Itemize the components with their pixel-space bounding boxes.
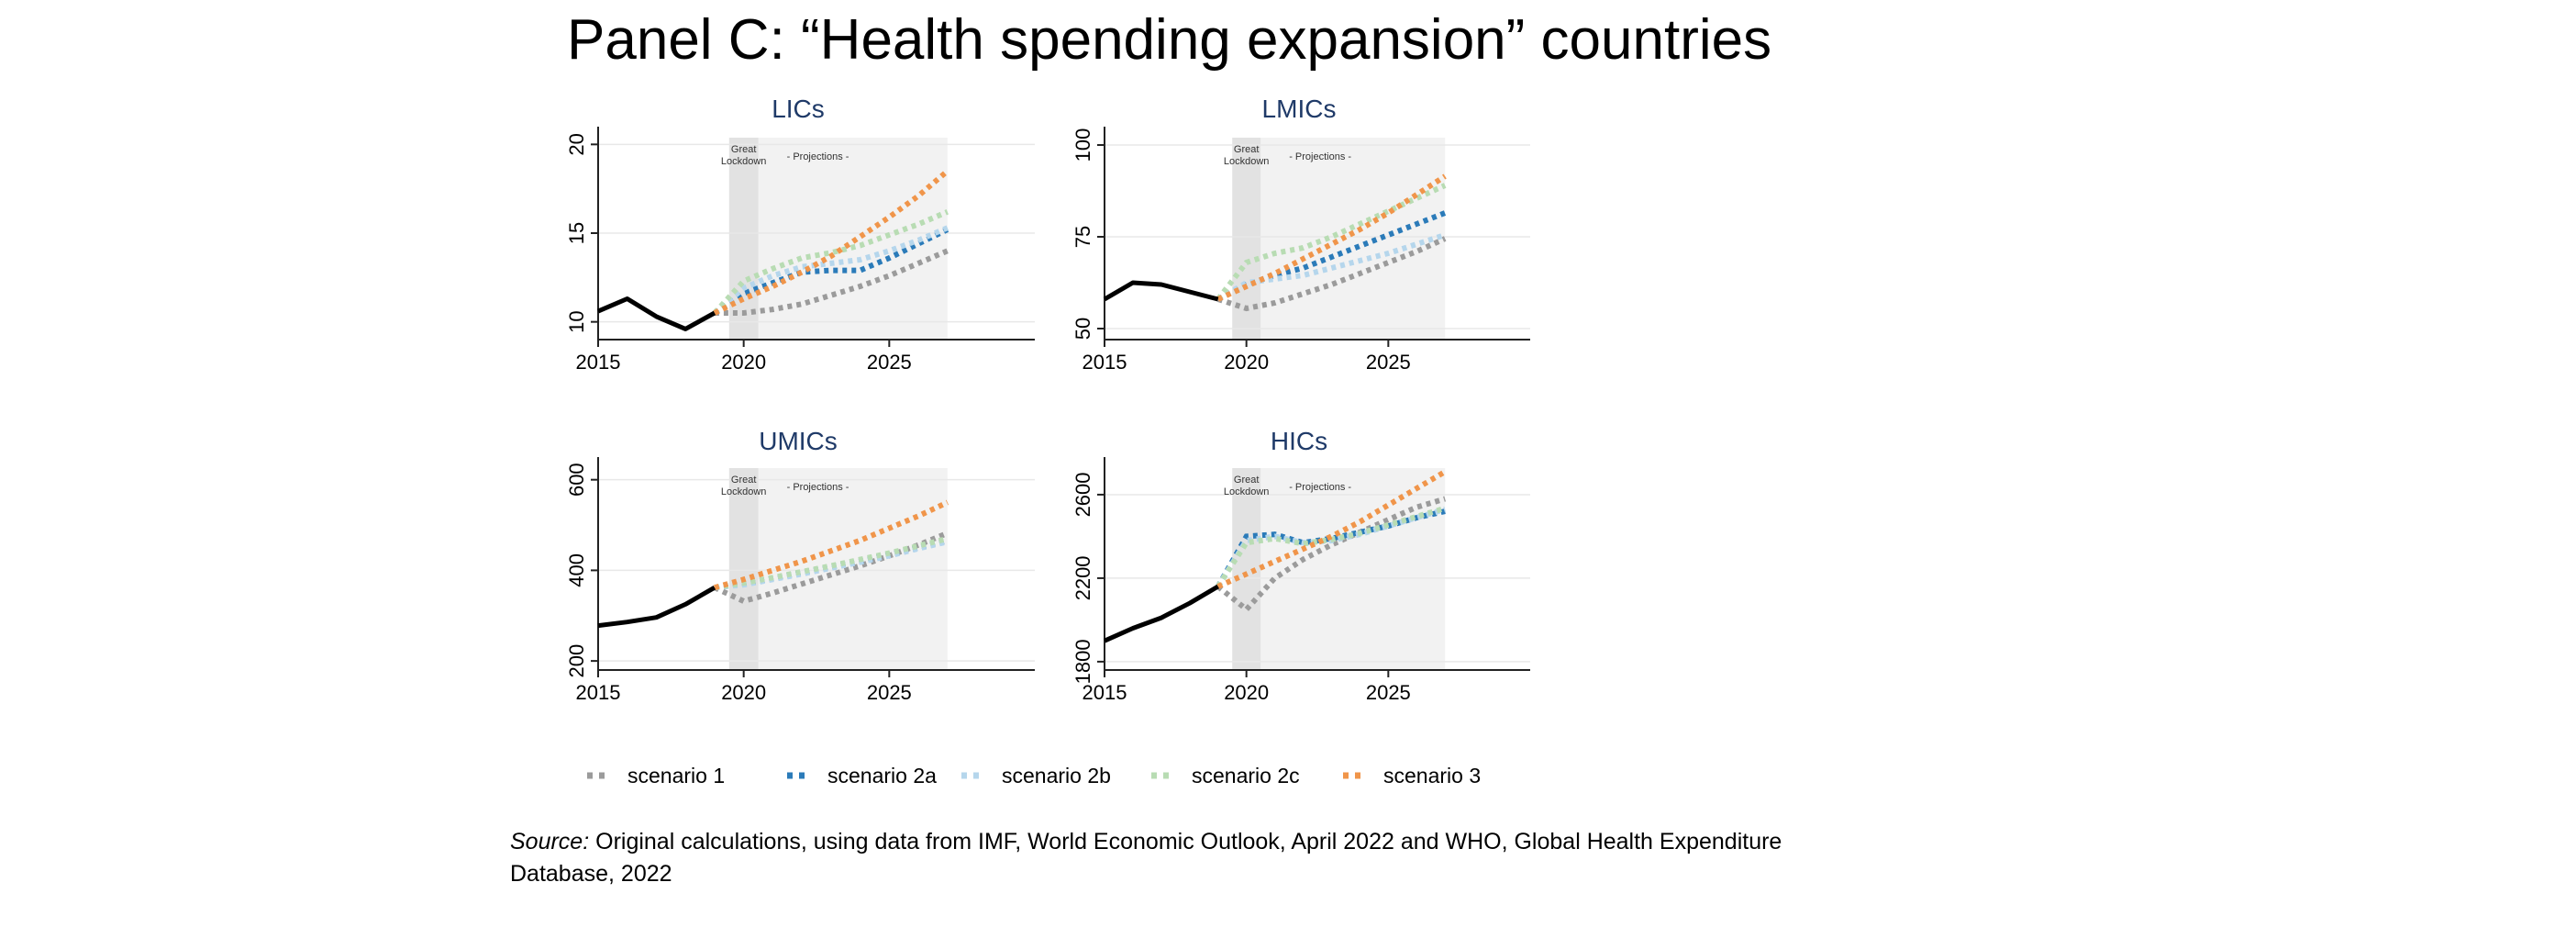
y-tick-label: 2600: [1071, 472, 1094, 517]
projections-label: - Projections -: [1289, 482, 1351, 493]
legend-label: scenario 2a: [827, 764, 937, 787]
y-tick-label: 400: [565, 553, 588, 587]
lockdown-label-2: Lockdown: [721, 156, 767, 167]
series-scenario-2b: [712, 225, 949, 316]
legend-label: scenario 2b: [1002, 764, 1111, 787]
legend: scenario 1 scenario 2a scenario 2b scenario…: [587, 764, 1481, 787]
projections-label: - Projections -: [787, 151, 849, 162]
lockdown-label-2: Lockdown: [721, 486, 767, 497]
lockdown-label-1: Great: [731, 475, 757, 486]
x-tick-label: 2020: [1224, 681, 1269, 704]
source-text: Original calculations, using data from I…: [510, 829, 1782, 887]
panel-title-hics: HICs: [1271, 427, 1327, 455]
x-tick-label: 2025: [867, 351, 912, 374]
series-scenario-3: [714, 499, 949, 591]
series-scenario-1: [714, 248, 949, 316]
series-scenario-3: [1216, 173, 1447, 302]
projections-label: - Projections -: [787, 482, 849, 493]
legend-item-scenario-2a: scenario 2a: [787, 764, 937, 787]
series-scenario-2c: [714, 535, 949, 591]
panel-title-umics: UMICs: [759, 427, 838, 455]
projection-shade: [1260, 468, 1446, 670]
x-tick-label: 2025: [867, 681, 912, 704]
y-tick-label: 50: [1071, 318, 1094, 340]
projections-label: - Projections -: [1289, 151, 1351, 162]
legend-item-scenario-2b: scenario 2b: [961, 764, 1111, 787]
lockdown-label-1: Great: [1234, 475, 1260, 486]
x-tick-label: 2020: [721, 351, 766, 374]
series-historical: [597, 586, 716, 629]
series-scenario-2a: [1216, 210, 1447, 302]
y-tick-label: 75: [1071, 226, 1094, 248]
series-scenario-2c: [1216, 505, 1447, 588]
y-tick-label: 1800: [1071, 639, 1094, 684]
y-tick-label: 100: [1071, 128, 1094, 162]
legend-item-scenario-3: scenario 3: [1343, 764, 1481, 787]
source-label: Source:: [510, 829, 590, 854]
lockdown-label-2: Lockdown: [1224, 486, 1270, 497]
projection-shade: [1260, 138, 1446, 340]
series-historical: [1103, 584, 1219, 643]
series-scenario-3: [713, 169, 949, 316]
y-tick-label: 200: [565, 644, 588, 678]
legend-item-scenario-1: scenario 1: [587, 764, 725, 787]
x-tick-label: 2025: [1366, 681, 1411, 704]
series-historical: [597, 296, 716, 331]
x-tick-label: 2025: [1366, 351, 1411, 374]
x-tick-label: 2020: [1224, 351, 1269, 374]
x-tick-label: 2015: [576, 681, 621, 704]
lockdown-label-1: Great: [731, 144, 757, 155]
page-title: Panel C: “Health spending expansion” cou…: [567, 8, 1772, 72]
x-tick-label: 2020: [721, 681, 766, 704]
legend-item-scenario-2c: scenario 2c: [1151, 764, 1300, 787]
legend-label: scenario 1: [627, 764, 725, 787]
y-tick-label: 20: [565, 133, 588, 155]
legend-label: scenario 3: [1383, 764, 1481, 787]
panel-title-lmics: LMICs: [1262, 95, 1337, 123]
series-scenario-2b: [1216, 232, 1447, 302]
projection-shade: [758, 468, 948, 670]
series-scenario-1: [713, 531, 949, 605]
lockdown-shade: [728, 468, 759, 670]
series-historical: [1103, 280, 1219, 302]
y-tick-label: 15: [565, 222, 588, 244]
panel-title-lics: LICs: [772, 95, 825, 123]
x-tick-label: 2015: [1083, 681, 1127, 704]
x-tick-label: 2015: [576, 351, 621, 374]
y-tick-label: 10: [565, 310, 588, 332]
series-scenario-2a: [1216, 508, 1446, 588]
legend-label: scenario 2c: [1192, 764, 1300, 787]
lockdown-label-1: Great: [1234, 144, 1260, 155]
y-tick-label: 2200: [1071, 555, 1094, 600]
series-scenario-1: [1216, 236, 1447, 312]
series-scenario-2c: [1216, 183, 1447, 301]
lockdown-label-2: Lockdown: [1224, 156, 1270, 167]
y-tick-label: 600: [565, 463, 588, 497]
x-tick-label: 2015: [1083, 351, 1127, 374]
source-note: Source: Original calculations, using dat…: [510, 826, 1886, 890]
lockdown-shade: [1232, 468, 1261, 670]
